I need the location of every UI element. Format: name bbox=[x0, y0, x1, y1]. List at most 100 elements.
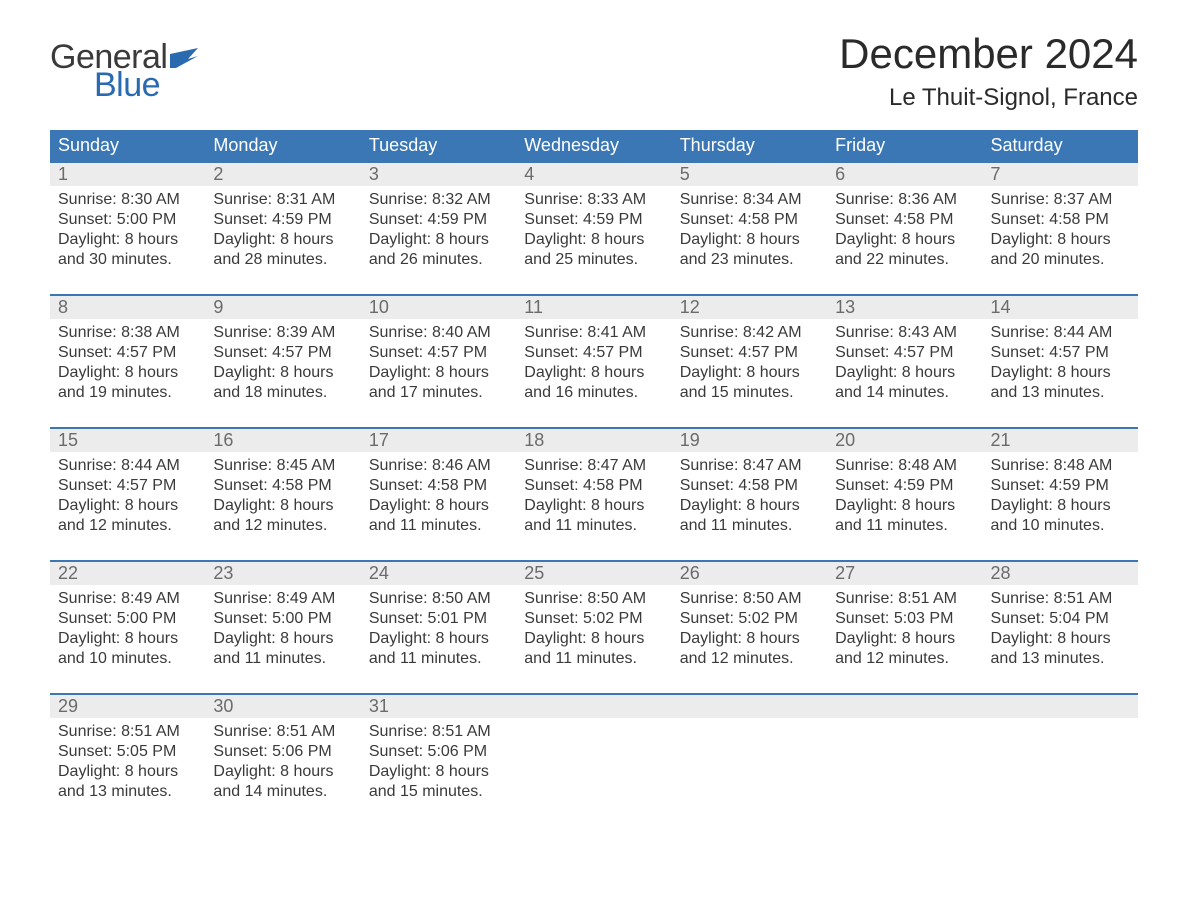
day-detail: Sunrise: 8:39 AMSunset: 4:57 PMDaylight:… bbox=[205, 319, 360, 427]
day-header-cell: Sunday bbox=[50, 130, 205, 161]
day-number: 21 bbox=[983, 429, 1138, 452]
week: 22232425262728Sunrise: 8:49 AMSunset: 5:… bbox=[50, 560, 1138, 693]
day-number: 7 bbox=[983, 163, 1138, 186]
day-detail: Sunrise: 8:36 AMSunset: 4:58 PMDaylight:… bbox=[827, 186, 982, 294]
day-detail: Sunrise: 8:49 AMSunset: 5:00 PMDaylight:… bbox=[205, 585, 360, 693]
day-header-cell: Monday bbox=[205, 130, 360, 161]
day-number: 8 bbox=[50, 296, 205, 319]
daynum-row: 15161718192021 bbox=[50, 429, 1138, 452]
week: 293031 Sunrise: 8:51 AMSunset: 5:05 PMDay… bbox=[50, 693, 1138, 826]
detail-row: Sunrise: 8:49 AMSunset: 5:00 PMDaylight:… bbox=[50, 585, 1138, 693]
day-detail: Sunrise: 8:50 AMSunset: 5:02 PMDaylight:… bbox=[516, 585, 671, 693]
day-number: 22 bbox=[50, 562, 205, 585]
daynum-row: 1234567 bbox=[50, 163, 1138, 186]
day-number: 30 bbox=[205, 695, 360, 718]
week: 15161718192021Sunrise: 8:44 AMSunset: 4:… bbox=[50, 427, 1138, 560]
day-number: 1 bbox=[50, 163, 205, 186]
day-detail: Sunrise: 8:51 AMSunset: 5:05 PMDaylight:… bbox=[50, 718, 205, 826]
detail-row: Sunrise: 8:51 AMSunset: 5:05 PMDaylight:… bbox=[50, 718, 1138, 826]
logo-text-blue: Blue bbox=[50, 68, 198, 102]
day-detail: Sunrise: 8:31 AMSunset: 4:59 PMDaylight:… bbox=[205, 186, 360, 294]
day-detail: Sunrise: 8:33 AMSunset: 4:59 PMDaylight:… bbox=[516, 186, 671, 294]
week: 1234567Sunrise: 8:30 AMSunset: 5:00 PMDa… bbox=[50, 161, 1138, 294]
day-number bbox=[516, 695, 671, 718]
week: 891011121314Sunrise: 8:38 AMSunset: 4:57… bbox=[50, 294, 1138, 427]
day-detail: Sunrise: 8:37 AMSunset: 4:58 PMDaylight:… bbox=[983, 186, 1138, 294]
logo: General Blue bbox=[50, 30, 198, 102]
detail-row: Sunrise: 8:44 AMSunset: 4:57 PMDaylight:… bbox=[50, 452, 1138, 560]
day-number: 6 bbox=[827, 163, 982, 186]
day-detail bbox=[672, 718, 827, 826]
day-detail bbox=[983, 718, 1138, 826]
day-number: 11 bbox=[516, 296, 671, 319]
day-detail: Sunrise: 8:50 AMSunset: 5:01 PMDaylight:… bbox=[361, 585, 516, 693]
day-detail: Sunrise: 8:30 AMSunset: 5:00 PMDaylight:… bbox=[50, 186, 205, 294]
day-header-cell: Saturday bbox=[983, 130, 1138, 161]
day-number: 29 bbox=[50, 695, 205, 718]
calendar: SundayMondayTuesdayWednesdayThursdayFrid… bbox=[50, 130, 1138, 826]
day-detail: Sunrise: 8:51 AMSunset: 5:06 PMDaylight:… bbox=[205, 718, 360, 826]
day-detail: Sunrise: 8:48 AMSunset: 4:59 PMDaylight:… bbox=[827, 452, 982, 560]
day-detail: Sunrise: 8:41 AMSunset: 4:57 PMDaylight:… bbox=[516, 319, 671, 427]
day-detail: Sunrise: 8:46 AMSunset: 4:58 PMDaylight:… bbox=[361, 452, 516, 560]
daynum-row: 891011121314 bbox=[50, 296, 1138, 319]
day-detail: Sunrise: 8:47 AMSunset: 4:58 PMDaylight:… bbox=[672, 452, 827, 560]
detail-row: Sunrise: 8:30 AMSunset: 5:00 PMDaylight:… bbox=[50, 186, 1138, 294]
day-number: 10 bbox=[361, 296, 516, 319]
day-number: 12 bbox=[672, 296, 827, 319]
day-header-cell: Wednesday bbox=[516, 130, 671, 161]
day-detail: Sunrise: 8:34 AMSunset: 4:58 PMDaylight:… bbox=[672, 186, 827, 294]
day-header-cell: Tuesday bbox=[361, 130, 516, 161]
day-number: 9 bbox=[205, 296, 360, 319]
day-number: 15 bbox=[50, 429, 205, 452]
day-detail: Sunrise: 8:50 AMSunset: 5:02 PMDaylight:… bbox=[672, 585, 827, 693]
day-number bbox=[827, 695, 982, 718]
day-detail: Sunrise: 8:45 AMSunset: 4:58 PMDaylight:… bbox=[205, 452, 360, 560]
day-detail: Sunrise: 8:43 AMSunset: 4:57 PMDaylight:… bbox=[827, 319, 982, 427]
day-number: 2 bbox=[205, 163, 360, 186]
title-block: December 2024 Le Thuit-Signol, France bbox=[839, 30, 1138, 112]
day-number: 26 bbox=[672, 562, 827, 585]
day-number: 23 bbox=[205, 562, 360, 585]
day-number: 3 bbox=[361, 163, 516, 186]
day-number: 28 bbox=[983, 562, 1138, 585]
day-number: 5 bbox=[672, 163, 827, 186]
daynum-row: 22232425262728 bbox=[50, 562, 1138, 585]
day-number: 16 bbox=[205, 429, 360, 452]
day-number: 18 bbox=[516, 429, 671, 452]
day-detail: Sunrise: 8:51 AMSunset: 5:04 PMDaylight:… bbox=[983, 585, 1138, 693]
day-detail: Sunrise: 8:48 AMSunset: 4:59 PMDaylight:… bbox=[983, 452, 1138, 560]
day-detail: Sunrise: 8:44 AMSunset: 4:57 PMDaylight:… bbox=[50, 452, 205, 560]
day-number: 25 bbox=[516, 562, 671, 585]
day-detail: Sunrise: 8:42 AMSunset: 4:57 PMDaylight:… bbox=[672, 319, 827, 427]
weeks-container: 1234567Sunrise: 8:30 AMSunset: 5:00 PMDa… bbox=[50, 161, 1138, 826]
day-number bbox=[983, 695, 1138, 718]
day-detail: Sunrise: 8:49 AMSunset: 5:00 PMDaylight:… bbox=[50, 585, 205, 693]
day-header-row: SundayMondayTuesdayWednesdayThursdayFrid… bbox=[50, 130, 1138, 161]
day-number: 14 bbox=[983, 296, 1138, 319]
day-number: 31 bbox=[361, 695, 516, 718]
day-detail: Sunrise: 8:51 AMSunset: 5:03 PMDaylight:… bbox=[827, 585, 982, 693]
location: Le Thuit-Signol, France bbox=[839, 84, 1138, 112]
detail-row: Sunrise: 8:38 AMSunset: 4:57 PMDaylight:… bbox=[50, 319, 1138, 427]
day-header-cell: Friday bbox=[827, 130, 982, 161]
day-detail: Sunrise: 8:38 AMSunset: 4:57 PMDaylight:… bbox=[50, 319, 205, 427]
day-detail: Sunrise: 8:40 AMSunset: 4:57 PMDaylight:… bbox=[361, 319, 516, 427]
day-number: 19 bbox=[672, 429, 827, 452]
day-detail bbox=[516, 718, 671, 826]
day-number: 13 bbox=[827, 296, 982, 319]
month-title: December 2024 bbox=[839, 30, 1138, 78]
day-number: 27 bbox=[827, 562, 982, 585]
day-detail: Sunrise: 8:32 AMSunset: 4:59 PMDaylight:… bbox=[361, 186, 516, 294]
header: General Blue December 2024 Le Thuit-Sign… bbox=[50, 30, 1138, 112]
day-number: 4 bbox=[516, 163, 671, 186]
day-header-cell: Thursday bbox=[672, 130, 827, 161]
day-number: 24 bbox=[361, 562, 516, 585]
day-number: 20 bbox=[827, 429, 982, 452]
day-detail: Sunrise: 8:47 AMSunset: 4:58 PMDaylight:… bbox=[516, 452, 671, 560]
flag-icon bbox=[170, 48, 198, 68]
day-number bbox=[672, 695, 827, 718]
day-number: 17 bbox=[361, 429, 516, 452]
day-detail: Sunrise: 8:51 AMSunset: 5:06 PMDaylight:… bbox=[361, 718, 516, 826]
day-detail: Sunrise: 8:44 AMSunset: 4:57 PMDaylight:… bbox=[983, 319, 1138, 427]
